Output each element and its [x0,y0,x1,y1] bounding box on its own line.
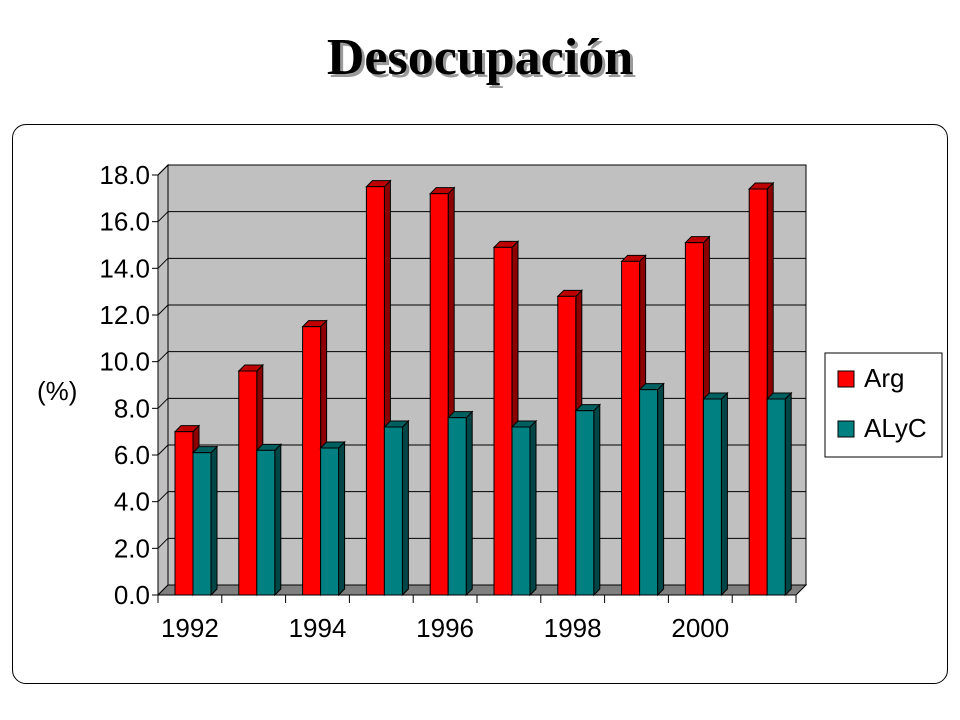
bar-side [720,391,728,597]
gridline-depth [157,537,169,549]
legend: Arg ALyC [824,352,943,458]
legend-swatch-arg [837,370,855,388]
bar-alyc-1995 [383,419,410,597]
bar-front [256,449,276,596]
bar-front [383,426,403,596]
gridline-depth [157,304,169,316]
y-tick-label: 4.0 [114,487,150,517]
bar-alyc-1994 [319,440,346,597]
legend-label-arg: Arg [864,363,904,393]
y-tick-label: 2.0 [114,533,150,563]
bar-side [657,382,665,597]
bar-side [274,443,282,597]
x-axis: 1992 1994 1996 1998 2000 [157,594,797,643]
legend-label-alyc: ALyC [864,413,927,443]
legend-box [824,352,943,458]
bar-front [557,295,577,596]
gridline-depth [157,211,169,223]
bar-alyc-1996 [446,410,474,597]
x-tick-label: 1998 [544,613,602,643]
gridline-depth [157,444,169,456]
y-axis: 0.0 2.0 4.0 6.0 8.0 10.0 12.0 14.0 16.0 18.0 [99,160,159,610]
y-tick-label: 14.0 [99,253,150,283]
bar-alyc-2001 [765,391,793,597]
bar-front [174,431,194,596]
plot-side-wall [157,163,169,597]
bar-side [465,410,473,597]
bar-front [447,417,467,596]
bar-front [320,447,340,596]
y-tick-label: 0.0 [114,580,150,610]
y-tick-label: 18.0 [99,160,150,190]
y-tick-label: 12.0 [99,300,150,330]
gridline-depth [157,397,169,409]
bar-front [575,410,595,596]
bar-alyc-1998 [574,403,602,597]
x-tick-label: 1996 [416,613,474,643]
bar-front [493,246,513,596]
y-axis-label: (%) [37,376,77,406]
bar-side [338,440,346,597]
bar-front [766,398,786,596]
bar-front [365,186,385,596]
bar-front [702,398,722,596]
bar-front [302,326,322,596]
bar-front [639,389,659,596]
gridline-depth [157,491,169,503]
bars-group [173,179,793,597]
y-tick-label: 6.0 [114,440,150,470]
bar-side [784,391,792,597]
bar-side [593,403,601,597]
legend-swatch-alyc [837,420,855,438]
bar-front [192,452,212,596]
bar-side [401,419,409,597]
bar-alyc-1993 [255,443,283,597]
y-tick-label: 16.0 [99,207,150,237]
bar-alyc-1992 [191,445,219,597]
bar-front [511,426,531,596]
gridline-depth [157,164,169,176]
bar-front [238,370,258,596]
bar-chart: 0.0 2.0 4.0 6.0 8.0 10.0 12.0 14.0 16.0 18.0 1992… [37,160,943,643]
bar-front [621,260,641,596]
y-tick-label: 10.0 [99,347,150,377]
bar-side [529,419,537,597]
y-tick-label: 8.0 [114,393,150,423]
bar-alyc-1999 [638,382,665,597]
x-tick-label: 1994 [289,613,347,643]
bar-alyc-2000 [702,391,729,597]
bar-front [748,188,768,596]
page-title: Desocupación [326,29,634,86]
x-tick-label: 2000 [671,613,729,643]
bar-alyc-1997 [510,419,538,597]
gridline-depth [157,257,169,269]
bar-front [684,242,704,596]
gridline-depth [157,351,169,363]
bar-side [210,445,218,597]
chart-frame: 0.0 2.0 4.0 6.0 8.0 10.0 12.0 14.0 16.0 18.0 1992… [12,124,948,684]
x-tick-label: 1992 [161,613,219,643]
bar-front [429,193,449,596]
